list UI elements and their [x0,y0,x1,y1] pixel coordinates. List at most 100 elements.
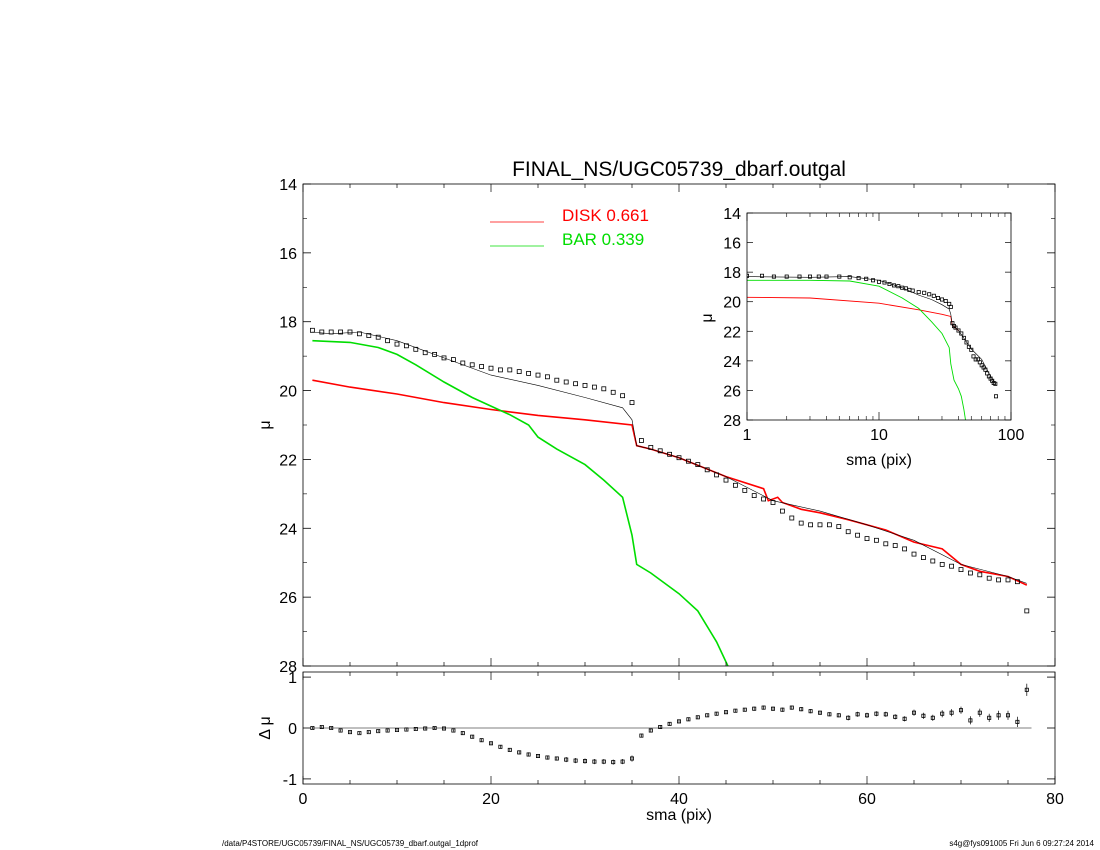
residual-point [695,715,700,720]
residual-point [996,713,1001,718]
data-point [892,543,898,548]
residual-point [601,759,606,764]
data-point [943,298,948,303]
residual-point [742,707,747,712]
residual-point [902,716,907,721]
data-point [961,335,966,340]
residual-point [930,715,935,720]
data-point [714,472,719,478]
residual-point [874,711,879,716]
data-point [784,274,789,279]
series-bar-line [312,339,729,666]
data-point [338,329,344,335]
residual-point [1015,719,1020,724]
data-point [432,351,438,357]
x-tick-label: 0 [299,791,308,808]
x-tick-label: 60 [858,791,876,808]
data-point [356,331,362,337]
residual-point [752,706,757,711]
data-point [958,567,964,572]
residual-point [893,714,898,719]
data-point [751,493,757,499]
residual-point [959,708,964,713]
data-point [845,529,851,535]
data-point [902,546,907,552]
x-axis-label: sma (pix) [846,452,912,469]
x-tick-label: 80 [1046,791,1064,808]
data-point [996,577,1001,583]
y-tick-label: 28 [279,659,297,676]
data-point [855,532,860,538]
data-point [856,276,861,281]
y-tick-label: 22 [723,324,741,341]
residual-point [394,728,399,733]
y-axis-label: Δ μ [257,716,274,739]
residual-point [846,715,851,720]
y-tick-label: 24 [723,354,741,371]
data-point [816,274,821,279]
residual-point [714,711,719,716]
data-point [827,522,832,528]
data-point [375,334,381,340]
y-tick-label: 14 [723,206,741,223]
residual-point [404,727,409,732]
residual-point [460,731,465,736]
data-point [824,274,829,279]
data-point [657,448,663,454]
residual-point [855,712,860,717]
x-axis-label: sma (pix) [646,807,712,824]
data-point [592,384,597,390]
data-point [545,374,550,380]
footer-timestamp: s4g@fys091005 Fri Jun 6 09:27:24 2014 [949,839,1094,848]
data-point [441,355,447,361]
main-panel: 14 16 18 20 22 24 26 28 FINAL_NS/UGC05739_dbarf.… [257,158,1056,676]
inset-plot-area [747,273,999,420]
y-axis-label: μ [699,313,716,322]
data-point [969,347,974,352]
residual-point [733,708,738,713]
data-point [554,377,560,383]
data-point [366,333,372,338]
residual-point [865,713,870,718]
x-tick-label: 100 [998,427,1025,444]
data-point [385,338,391,344]
data-point [983,367,988,372]
data-point [949,563,954,569]
residual-point [677,719,682,724]
residual-point [630,756,635,761]
data-point [610,389,616,395]
data-point [900,285,905,290]
data-point [836,524,842,529]
residual-point [545,755,550,760]
data-point [563,379,569,385]
data-point [394,341,400,347]
footer-file-path: /data/P4STORE/UGC05739/FINAL_NS/UGC05739… [222,839,478,848]
data-point [760,273,765,278]
y-tick-label: 22 [279,452,297,469]
residual-point [338,728,343,733]
data-point [939,562,945,567]
data-point [916,290,921,295]
residual-point [488,741,493,746]
data-point [535,372,541,378]
data-point [516,369,522,375]
data-point [971,354,976,359]
data-point [526,370,531,376]
data-point [1005,577,1011,583]
y-tick-label: 18 [279,315,297,332]
main-plot-area [309,327,1030,666]
x-tick-label: 40 [670,791,688,808]
residual-point [536,754,541,759]
residual-point [470,734,475,739]
data-point [450,357,456,363]
data-point [328,329,334,335]
data-point [953,325,958,330]
data-point [413,346,419,352]
data-point [808,274,813,279]
data-point [948,304,953,309]
residual-point [592,759,597,764]
residual-point [724,710,729,715]
residual-point [583,759,588,764]
y-tick-label: 16 [279,246,297,263]
